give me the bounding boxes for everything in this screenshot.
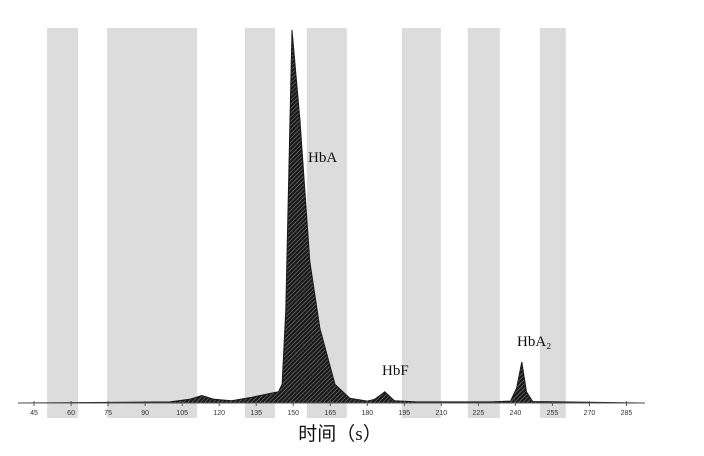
x-axis-label: 时间（s） bbox=[298, 423, 381, 445]
x-tick-label: 90 bbox=[141, 410, 149, 417]
x-tick-label: 270 bbox=[584, 410, 596, 417]
peak-label: HbF bbox=[382, 363, 409, 379]
band bbox=[107, 28, 197, 418]
x-tick-label: 135 bbox=[250, 410, 262, 417]
x-tick-label: 195 bbox=[398, 410, 410, 417]
x-tick-label: 255 bbox=[547, 410, 559, 417]
x-tick-label: 180 bbox=[361, 410, 373, 417]
x-tick-label: 285 bbox=[621, 410, 633, 417]
peak-label: HbA₂ bbox=[517, 334, 551, 350]
peak-label: HbA bbox=[308, 150, 337, 166]
band bbox=[401, 28, 441, 418]
plot: 45 60 75 90 105 120 135 150 165 180 195 210 225 240 25… bbox=[17, 29, 646, 417]
signal-line bbox=[17, 29, 646, 404]
x-tick-label: 60 bbox=[67, 410, 75, 417]
bands bbox=[47, 28, 566, 418]
band bbox=[47, 28, 78, 418]
x-tick-label: 75 bbox=[104, 410, 112, 417]
x-tick-label: 240 bbox=[510, 410, 522, 417]
x-tick-label: 210 bbox=[436, 410, 448, 417]
x-tick-label: 105 bbox=[176, 410, 188, 417]
band bbox=[244, 28, 275, 418]
x-tick-label: 150 bbox=[287, 410, 299, 417]
band bbox=[539, 28, 566, 418]
x-tick-label: 165 bbox=[324, 410, 336, 417]
x-tick-label: 120 bbox=[213, 410, 225, 417]
x-tick-label: 225 bbox=[473, 410, 485, 417]
band bbox=[467, 28, 500, 418]
x-tick-label: 45 bbox=[30, 410, 38, 417]
